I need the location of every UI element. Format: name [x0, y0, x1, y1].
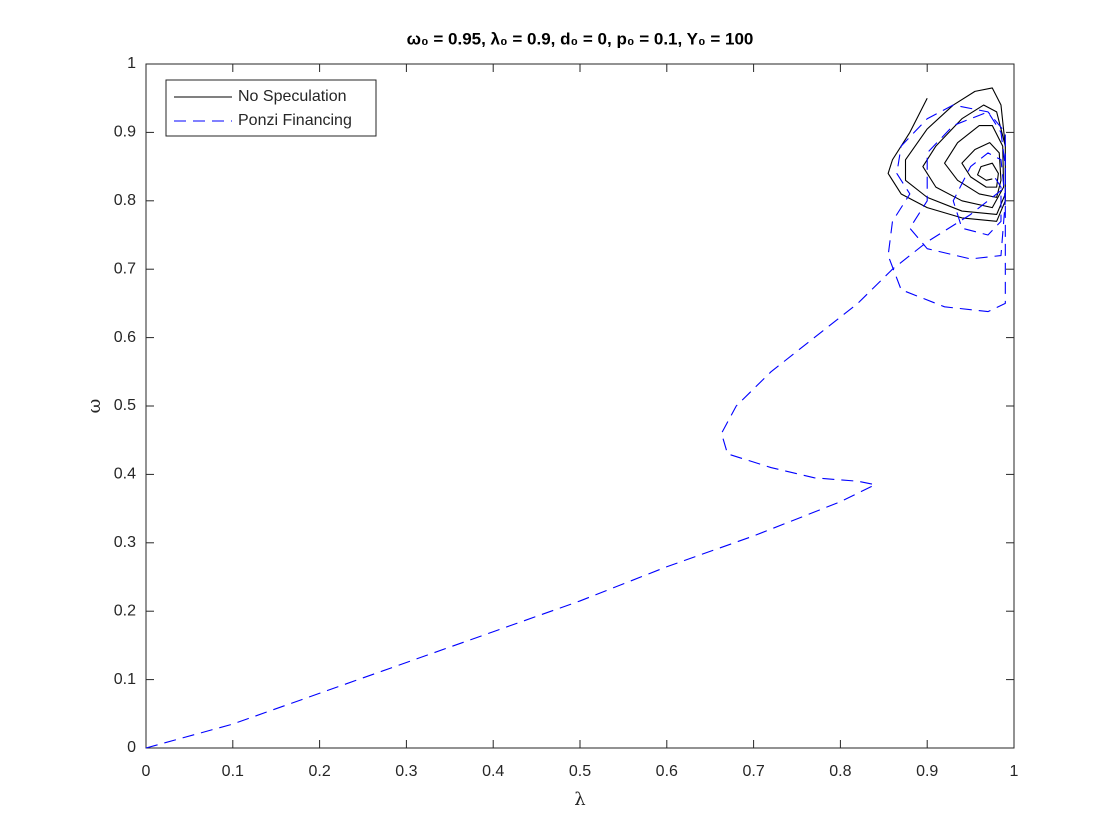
- series-line: [145, 104, 1006, 749]
- y-tick-label: 1: [127, 55, 136, 72]
- y-tick-label: 0.7: [114, 260, 136, 277]
- x-axis-label: λ: [574, 789, 585, 810]
- x-tick-label: 0.6: [656, 763, 678, 780]
- x-tick-label: 0.2: [308, 763, 330, 780]
- x-tick-label: 0.9: [916, 763, 938, 780]
- x-tick-label: 0.7: [742, 763, 764, 780]
- x-tick-label: 0.5: [569, 763, 591, 780]
- x-tick-label: 0: [142, 763, 151, 780]
- legend-label: No Speculation: [238, 88, 347, 105]
- x-tick-label: 0.4: [482, 763, 504, 780]
- y-axis-label: ω: [84, 399, 105, 414]
- y-tick-label: 0.8: [114, 192, 136, 209]
- y-tick-label: 0.9: [114, 124, 136, 141]
- x-tick-label: 0.1: [222, 763, 244, 780]
- x-tick-label: 0.8: [829, 763, 851, 780]
- x-tick-label: 1: [1010, 763, 1019, 780]
- y-tick-label: 0.6: [114, 329, 136, 346]
- y-tick-label: 0.2: [114, 602, 136, 619]
- y-tick-label: 0.5: [114, 397, 136, 414]
- y-tick-label: 0: [127, 739, 136, 756]
- legend-label: Ponzi Financing: [238, 112, 352, 129]
- plot-box: [145, 63, 1015, 749]
- chart-title: ω₀ = 0.95, λ₀ = 0.9, d₀ = 0, p₀ = 0.1, Y…: [407, 29, 754, 48]
- x-tick-label: 0.3: [395, 763, 417, 780]
- legend-box: [165, 79, 377, 137]
- y-tick-label: 0.3: [114, 534, 136, 551]
- y-tick-label: 0.1: [114, 671, 136, 688]
- y-tick-label: 0.4: [114, 466, 136, 483]
